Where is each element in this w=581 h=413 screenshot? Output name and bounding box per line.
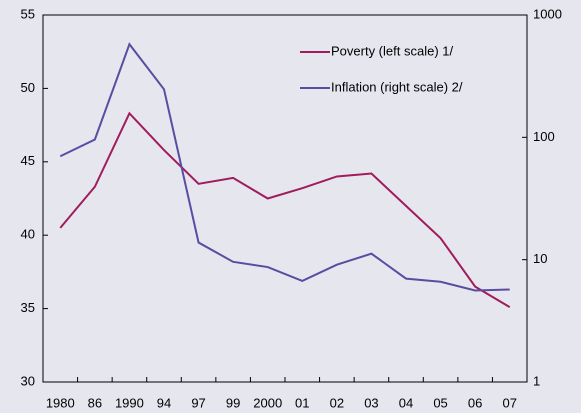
x-tick-label: 06 [468,395,482,410]
series-line [59,111,511,308]
x-tick-label: 99 [226,395,240,410]
plot-frame [42,14,528,383]
y2-tick-label: 100 [533,129,555,144]
x-tick-label: 03 [364,395,378,410]
y-tick-label: 45 [21,153,35,168]
y-tick-label: 50 [21,80,35,95]
x-tick-label: 02 [330,395,344,410]
x-tick-label: 2000 [253,395,282,410]
y-tick-label: 55 [21,6,35,21]
x-tick-label: 04 [399,395,413,410]
x-tick-label: 05 [433,395,447,410]
x-tick-label: 86 [88,395,102,410]
y2-tick-label: 10 [533,251,547,266]
x-tick-label: 94 [157,395,171,410]
legend-label: Poverty (left scale) 1/ [331,43,453,58]
y-tick-label: 35 [21,300,35,315]
x-tick-label: 1990 [115,395,144,410]
y-tick-label: 40 [21,227,35,242]
x-tick-label: 01 [295,395,309,410]
legend-label: Inflation (right scale) 2/ [331,79,463,94]
series-line [59,42,510,292]
y2-tick-label: 1 [533,373,540,388]
x-tick-label: 1980 [46,395,75,410]
y2-tick-label: 1000 [533,6,562,21]
y-tick-label: 30 [21,373,35,388]
x-tick-label: 97 [191,395,205,410]
x-tick-label: 07 [502,395,516,410]
